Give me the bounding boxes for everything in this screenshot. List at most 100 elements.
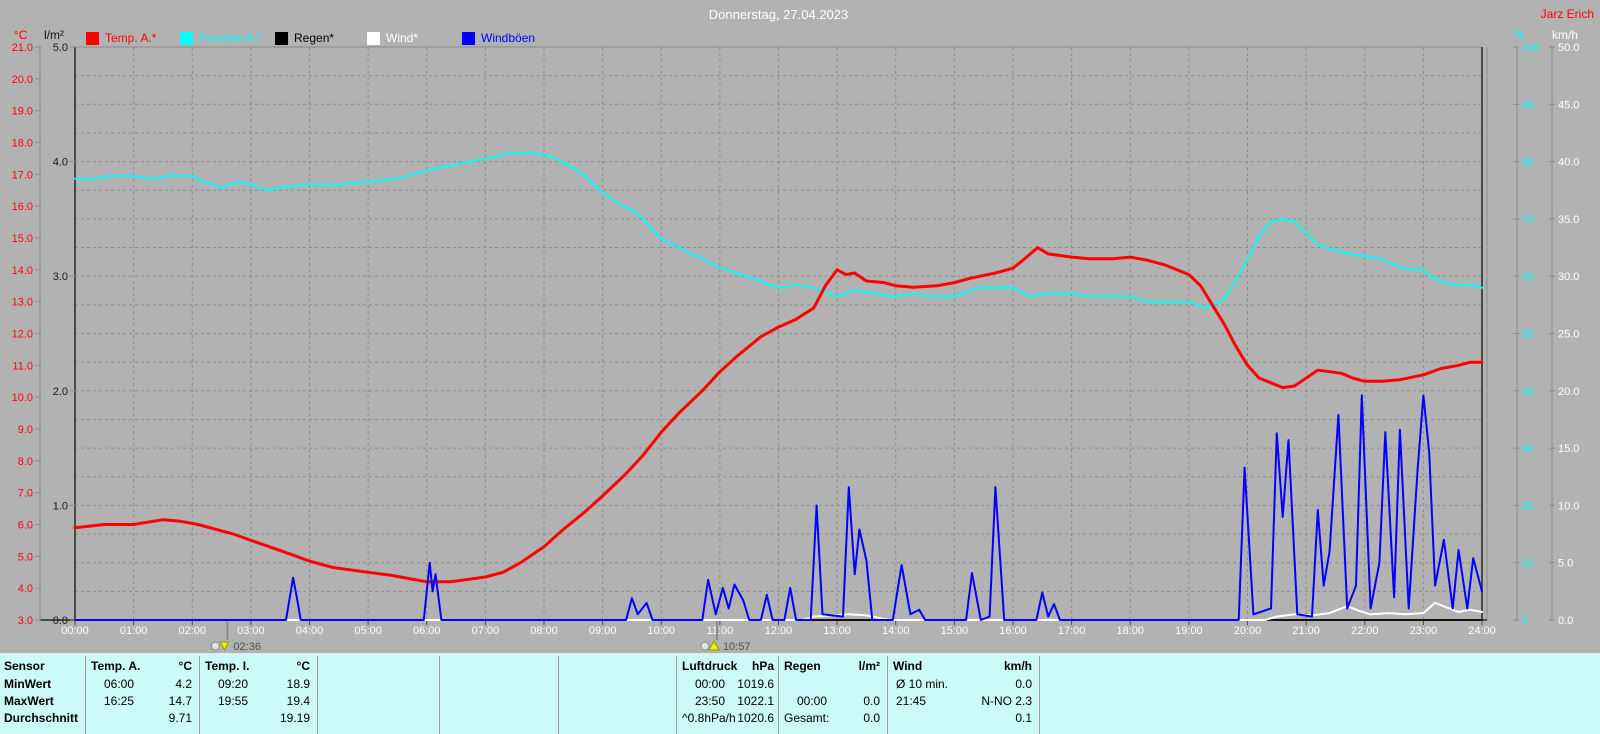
svg-text:11:00: 11:00 <box>707 625 734 637</box>
svg-text:4.0: 4.0 <box>53 157 68 169</box>
svg-text:10.0: 10.0 <box>1558 500 1579 512</box>
svg-text:35.0: 35.0 <box>1558 214 1579 226</box>
max-time: 21:45 <box>896 693 927 708</box>
svg-text:5.0: 5.0 <box>53 42 68 54</box>
svg-text:08:00: 08:00 <box>530 625 558 637</box>
avg-value: 9.71 <box>168 710 192 725</box>
svg-text:7.0: 7.0 <box>18 488 33 500</box>
col-unit: l/m² <box>858 658 880 673</box>
svg-text:23:00: 23:00 <box>1410 625 1438 637</box>
col-unit: °C <box>178 658 192 673</box>
svg-text:21.0: 21.0 <box>12 42 33 54</box>
svg-text:0: 0 <box>1522 615 1528 627</box>
svg-text:18:00: 18:00 <box>1116 625 1144 637</box>
max-value: 0.0 <box>863 693 880 708</box>
col-name: Regen <box>784 658 821 673</box>
table-row-labels: Sensor MinWert MaxWert Durchschnitt <box>0 656 86 734</box>
svg-text:50: 50 <box>1522 329 1534 341</box>
temp-axis-unit: °C <box>14 28 28 42</box>
table-col-temp-a: Temp. A. °C 06:00 4.2 16:25 14.7 9.71 <box>86 656 200 734</box>
svg-text:30: 30 <box>1522 443 1534 455</box>
svg-text:06:00: 06:00 <box>413 625 441 637</box>
avg-label: ^0.8hPa/h <box>682 710 736 725</box>
legend-item-wind: Wind* <box>367 31 418 45</box>
svg-text:19.0: 19.0 <box>12 106 33 118</box>
col-unit: °C <box>296 658 310 673</box>
min-value: 18.9 <box>286 676 310 691</box>
max-value: 14.7 <box>168 693 192 708</box>
svg-text:22:00: 22:00 <box>1351 625 1379 637</box>
max-value: N-NO 2.3 <box>981 693 1032 708</box>
legend-label: Wind* <box>386 31 419 45</box>
avg-value: 1020.6 <box>737 710 774 725</box>
legend-label: Feuchte A.* <box>199 31 262 45</box>
humidity-series-swatch <box>180 31 193 45</box>
svg-text:12:00: 12:00 <box>765 625 793 637</box>
col-unit: km/h <box>1003 658 1032 673</box>
svg-text:3.0: 3.0 <box>53 271 68 283</box>
avg-label: Gesamt: <box>784 710 830 725</box>
min-value: 0.0 <box>1015 676 1032 691</box>
svg-text:4.0: 4.0 <box>18 583 33 595</box>
table-row-label: MinWert <box>4 676 52 691</box>
svg-text:10:00: 10:00 <box>647 625 675 637</box>
svg-text:14.0: 14.0 <box>12 265 33 277</box>
svg-text:25.0: 25.0 <box>1558 329 1579 341</box>
wind-series-swatch <box>367 31 380 45</box>
svg-text:07:00: 07:00 <box>472 625 500 637</box>
chart-title: Donnerstag, 27.04.2023 <box>708 7 849 22</box>
min-value: 4.2 <box>175 676 192 691</box>
table-row-label: Durchschnitt <box>4 710 79 725</box>
svg-text:100: 100 <box>1522 42 1540 54</box>
min-value: 1019.6 <box>737 676 774 691</box>
col-unit: hPa <box>751 658 774 673</box>
table-col-empty-3 <box>559 656 677 734</box>
svg-text:20.0: 20.0 <box>12 74 33 86</box>
svg-text:20: 20 <box>1522 500 1534 512</box>
svg-text:00:00: 00:00 <box>61 625 89 637</box>
svg-text:40: 40 <box>1522 386 1534 398</box>
wind-axis-unit: km/h <box>1552 28 1579 42</box>
min-time: 00:00 <box>695 676 726 691</box>
svg-text:16.0: 16.0 <box>12 201 33 213</box>
svg-text:80: 80 <box>1522 157 1534 169</box>
max-time: 16:25 <box>104 693 135 708</box>
watermark-author: Jarz Erich <box>1540 7 1594 21</box>
svg-text:13.0: 13.0 <box>12 297 33 309</box>
svg-text:12.0: 12.0 <box>12 329 33 341</box>
table-row-label: MaxWert <box>4 693 54 708</box>
svg-text:40.0: 40.0 <box>1558 157 1579 169</box>
legend-label: Temp. A.* <box>105 31 157 45</box>
svg-text:13:00: 13:00 <box>823 625 851 637</box>
svg-text:17.0: 17.0 <box>12 169 33 181</box>
table-col-empty-right <box>1040 656 1600 734</box>
col-name: Temp. A. <box>91 658 141 673</box>
svg-text:50.0: 50.0 <box>1558 42 1579 54</box>
min-time: 09:20 <box>218 676 249 691</box>
svg-text:03:00: 03:00 <box>237 625 265 637</box>
svg-text:70: 70 <box>1522 214 1534 226</box>
svg-text:01:00: 01:00 <box>120 625 148 637</box>
max-time: 19:55 <box>218 693 249 708</box>
table-col-rain: Regen l/m² 00:00 0.0 Gesamt: 0.0 <box>779 656 888 734</box>
max-value: 1022.1 <box>737 693 774 708</box>
svg-text:15:00: 15:00 <box>941 625 969 637</box>
legend-item-gusts: Windböen <box>462 31 535 45</box>
legend-item-temp: Temp. A.* <box>86 31 156 45</box>
table-col-empty-1 <box>318 656 440 734</box>
svg-text:14:00: 14:00 <box>882 625 910 637</box>
legend-label: Regen* <box>294 31 335 45</box>
svg-text:11.0: 11.0 <box>12 360 33 372</box>
svg-text:5.0: 5.0 <box>1558 558 1573 570</box>
svg-text:45.0: 45.0 <box>1558 99 1579 111</box>
legend-label: Windböen <box>481 31 536 45</box>
table-col-wind: Wind km/h Ø 10 min. 0.0 21:45 N-NO 2.3 0.1 <box>888 656 1040 734</box>
svg-text:10.0: 10.0 <box>12 392 33 404</box>
svg-text:30.0: 30.0 <box>1558 271 1579 283</box>
table-col-temp-i: Temp. I. °C 09:20 18.9 19:55 19.4 19.19 <box>200 656 318 734</box>
svg-text:90: 90 <box>1522 99 1534 111</box>
min-time: Ø 10 min. <box>896 676 949 691</box>
svg-text:0.0: 0.0 <box>53 615 68 627</box>
max-value: 19.4 <box>286 693 310 708</box>
